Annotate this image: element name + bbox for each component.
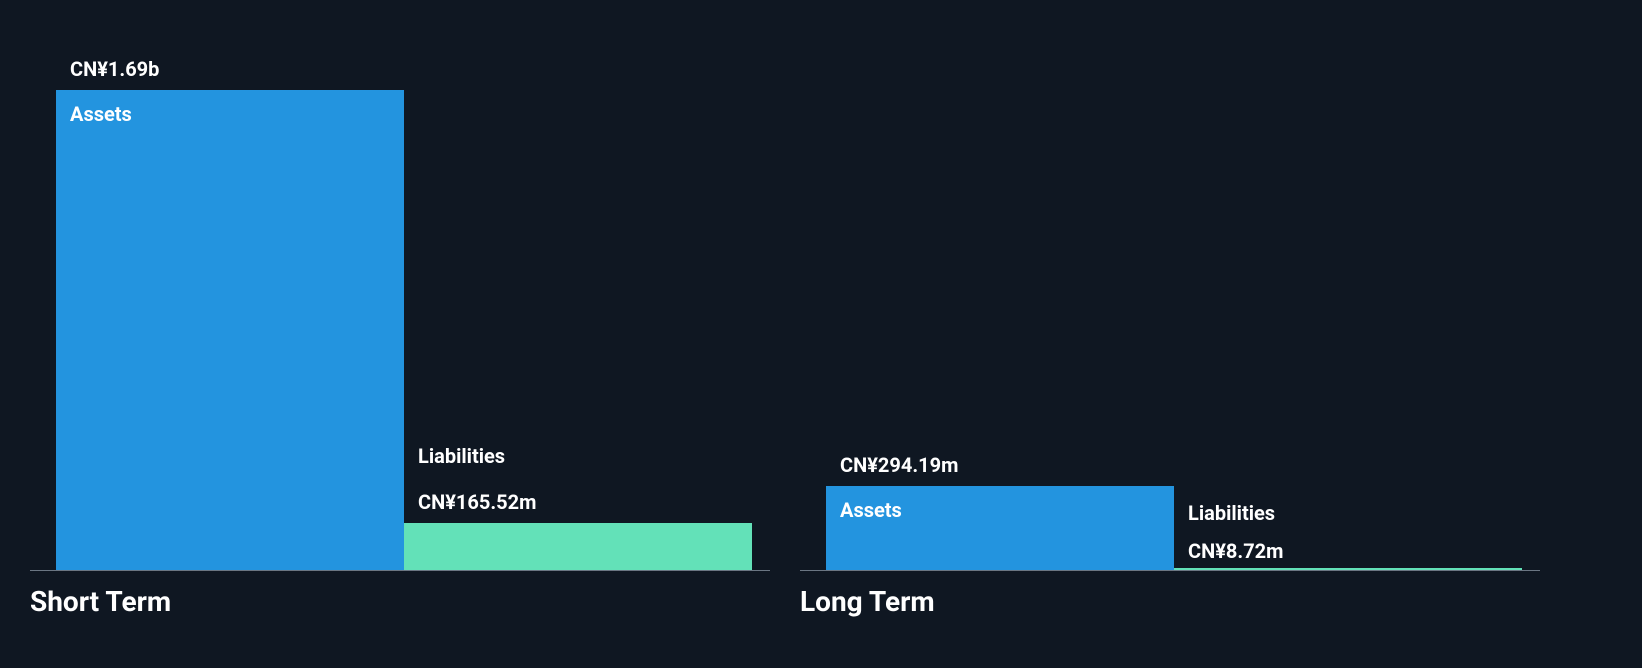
long-term-baseline <box>800 570 1540 571</box>
long-term-liabilities-value: CN¥8.72m <box>1188 539 1283 563</box>
short-term-assets-bar: Assets <box>56 90 404 570</box>
long-term-liabilities-label: Liabilities <box>1188 501 1275 525</box>
short-term-liabilities-bar <box>404 523 752 570</box>
long-term-chart: Assets CN¥294.19m Liabilities CN¥8.72m <box>800 51 1540 571</box>
short-term-assets-value: CN¥1.69b <box>70 57 159 81</box>
short-term-chart: Assets CN¥1.69b Liabilities CN¥165.52m <box>30 51 770 571</box>
long-term-assets-value: CN¥294.19m <box>840 453 958 477</box>
long-term-assets-label: Assets <box>840 498 902 522</box>
long-term-liabilities-bar <box>1174 568 1522 570</box>
short-term-baseline <box>30 570 770 571</box>
short-term-title: Short Term <box>30 585 770 618</box>
short-term-assets-label: Assets <box>70 102 132 126</box>
long-term-assets-bar: Assets <box>826 486 1174 570</box>
balance-sheet-chart: Assets CN¥1.69b Liabilities CN¥165.52m S… <box>0 0 1642 668</box>
short-term-liabilities-label: Liabilities <box>418 444 505 468</box>
short-term-liabilities-value: CN¥165.52m <box>418 490 536 514</box>
long-term-panel: Assets CN¥294.19m Liabilities CN¥8.72m L… <box>800 51 1540 618</box>
short-term-panel: Assets CN¥1.69b Liabilities CN¥165.52m S… <box>30 51 770 618</box>
long-term-title: Long Term <box>800 585 1540 618</box>
